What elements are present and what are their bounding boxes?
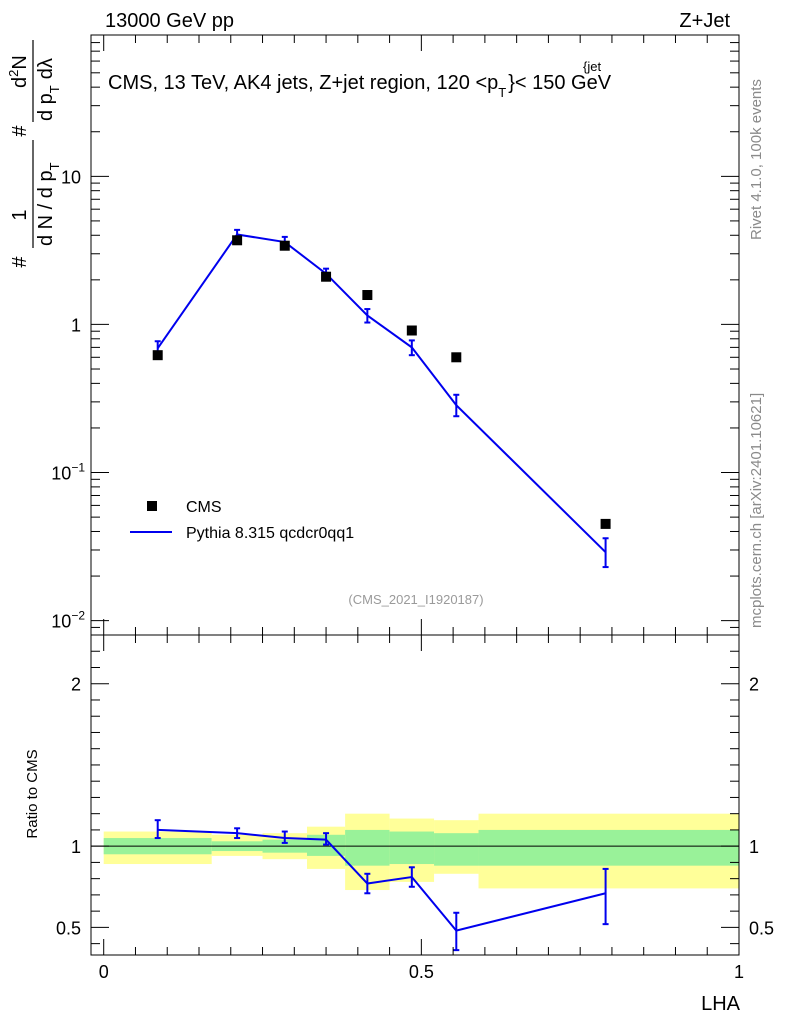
- main-ytick-label-base: 10: [61, 167, 81, 187]
- ratio-ytick-label-left: 0.5: [56, 918, 81, 938]
- ylabel-d2n-two: 2: [6, 70, 21, 77]
- main-ytick-label-base: 10: [51, 612, 71, 632]
- cms-point: [232, 235, 243, 246]
- title-main-text: CMS, 13 TeV, AK4 jets, Z+jet region, 120…: [108, 72, 498, 94]
- ratio-xlabel: LHA: [701, 993, 741, 1015]
- ratio-ylabel: Ratio to CMS: [24, 749, 41, 838]
- side-mcplots-label: mcplots.cern.ch [arXiv:2401.10621]: [748, 393, 765, 628]
- ylabel-dn-dpt: d N / d pT: [35, 162, 62, 246]
- main-ytick-label: 10: [61, 167, 81, 187]
- cms-point: [362, 290, 373, 301]
- ylabel-d2n-n: N: [9, 55, 31, 69]
- ylabel-d2n: d2N: [6, 55, 31, 88]
- ratio-ytick-label-right: 0.5: [749, 918, 774, 938]
- ratio-axes-group: 0.5 0.5 1 1 2 2 0 0.5 1: [56, 635, 774, 982]
- ratio-ytick-label-left: 2: [71, 675, 81, 695]
- ratio-xtick-label: 0.5: [409, 962, 434, 982]
- title-end-text: }< 150 GeV: [508, 72, 612, 94]
- ratio-ytick-label-left: 1: [71, 837, 81, 857]
- ratio-band-inner: [478, 829, 739, 866]
- cms-point: [600, 518, 611, 529]
- main-ytick-label-base: 1: [71, 315, 81, 335]
- ratio-xtick-label: 0: [99, 962, 109, 982]
- ratio-ytick-label-right: 2: [749, 675, 759, 695]
- cms-point: [279, 240, 290, 251]
- ratio-ytick-label-right: 1: [749, 837, 759, 857]
- ylabel-d2n-d: d: [9, 77, 31, 88]
- main-ytick-label: 10−2: [51, 609, 85, 632]
- side-rivet-label: Rivet 4.1.0, 100k events: [748, 79, 765, 240]
- main-title: CMS, 13 TeV, AK4 jets, Z+jet region, 120…: [108, 72, 612, 100]
- ratio-bands-group: [91, 813, 739, 891]
- main-ylabel: # 1 d N / d pT # d2N d pTdλ: [6, 40, 62, 268]
- legend-cms-marker: [147, 501, 157, 511]
- main-ytick-label: 1: [71, 315, 81, 335]
- ylabel-dn-text: d N / d p: [35, 170, 57, 246]
- title-sub-text: T: [498, 85, 506, 100]
- ylabel-dpt-dlambda: d pTdλ: [35, 58, 62, 121]
- header-right-label: Z+Jet: [679, 10, 730, 32]
- ylabel-hash-2: #: [9, 125, 31, 137]
- ratio-panel: 0.5 0.5 1 1 2 2 0 0.5 1 Ratio to CMS LHA: [24, 634, 774, 1015]
- ylabel-hash-1: #: [9, 256, 31, 268]
- ratio-band-inner: [434, 833, 479, 866]
- ylabel-dlambda-text: dλ: [35, 58, 57, 79]
- main-data-group: [152, 228, 611, 569]
- header-left-label: 13000 GeV pp: [105, 10, 234, 32]
- cms-point: [152, 350, 163, 361]
- ratio-xtick-label: 1: [734, 962, 744, 982]
- cms-point: [406, 325, 417, 336]
- legend-pythia-label: Pythia 8.315 qcdcr0qq1: [186, 525, 354, 542]
- ratio-band-inner: [345, 829, 390, 866]
- ylabel-t-sub-1: T: [47, 162, 62, 170]
- cms-point: [451, 352, 462, 363]
- ratio-data-group: [154, 819, 609, 952]
- ylabel-dpt-text: d p: [35, 93, 57, 121]
- mc-line: [156, 233, 607, 553]
- legend: CMS Pythia 8.315 qcdcr0qq1: [130, 499, 354, 542]
- ratio-mc-line: [157, 828, 606, 932]
- main-ytick-label-exp: −1: [71, 461, 85, 475]
- ylabel-t-sub-2: T: [47, 85, 62, 93]
- ylabel-one: 1: [9, 209, 31, 220]
- main-ytick-label: 10−1: [51, 461, 85, 484]
- legend-cms-label: CMS: [186, 499, 222, 516]
- main-ytick-label-base: 10: [51, 464, 71, 484]
- watermark-label: (CMS_2021_I1920187): [348, 592, 483, 607]
- title-sup-text: {jet: [583, 59, 601, 74]
- main-ytick-label-exp: −2: [71, 609, 85, 623]
- cms-point: [321, 271, 332, 282]
- ratio-band-inner: [389, 831, 435, 865]
- ratio-frame: [90, 634, 740, 956]
